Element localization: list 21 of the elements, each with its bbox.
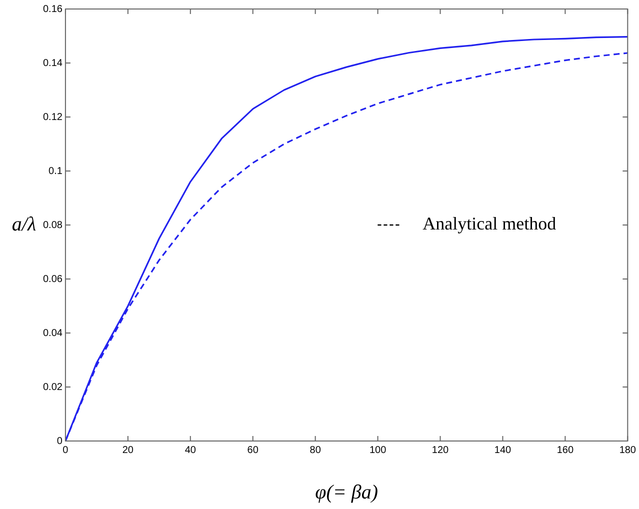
y-tick-label: 0.02 bbox=[42, 382, 63, 393]
x-tick-label: 120 bbox=[432, 444, 450, 456]
y-tick-label: 0.08 bbox=[42, 220, 63, 231]
y-tick-label: 0.12 bbox=[42, 112, 63, 123]
x-tick-label: 140 bbox=[494, 444, 512, 456]
x-tick-label: 40 bbox=[184, 444, 196, 456]
x-tick-label: 160 bbox=[556, 444, 574, 456]
y-tick-label: 0.1 bbox=[48, 166, 63, 177]
x-tick-label: 60 bbox=[247, 444, 259, 456]
text: Analytical method bbox=[422, 214, 556, 234]
x-tick-label: 80 bbox=[310, 444, 322, 456]
y-axis-title: a/λ bbox=[12, 213, 36, 236]
x-axis-title: φ(= βa) bbox=[315, 481, 378, 504]
y-tick-label: 0.16 bbox=[42, 4, 63, 15]
y-tick-label: 0.14 bbox=[42, 58, 63, 69]
x-tick-label: 180 bbox=[619, 444, 636, 456]
y-tick-label: 0 bbox=[56, 436, 63, 447]
y-tick-label: 0.04 bbox=[42, 328, 63, 339]
y-tick-label: 0.06 bbox=[42, 274, 63, 285]
x-tick-label: 20 bbox=[122, 444, 134, 456]
x-tick-label: 100 bbox=[369, 444, 387, 456]
